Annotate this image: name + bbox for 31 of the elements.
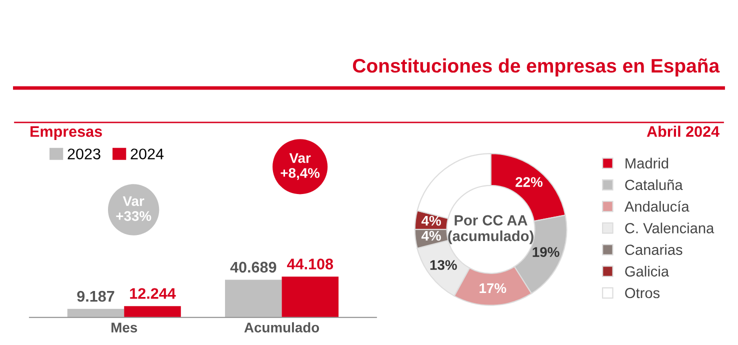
legend-label: 2024 bbox=[130, 148, 164, 160]
legend-label: Canarias bbox=[625, 244, 682, 255]
data-label: 22% bbox=[516, 177, 543, 187]
data-label: 44.108 bbox=[287, 258, 334, 270]
x-tick-label: Acumulado bbox=[244, 322, 320, 332]
x-tick-label: Mes bbox=[112, 322, 138, 332]
legend-label: Madrid bbox=[626, 158, 668, 168]
bar bbox=[67, 308, 124, 318]
text: Var +33% bbox=[116, 196, 152, 221]
text: Por CC AA (acumulado) bbox=[448, 215, 534, 244]
data-label: 9.187 bbox=[77, 290, 114, 302]
bar bbox=[282, 276, 339, 318]
data-label: 17% bbox=[480, 283, 506, 294]
bar bbox=[124, 306, 181, 318]
legend-label: Otros bbox=[625, 288, 660, 298]
data-label: 19% bbox=[532, 247, 560, 257]
chart-subtitle: Empresas bbox=[30, 126, 102, 140]
legend-label: C. Valenciana bbox=[625, 222, 714, 234]
data-label: 4% bbox=[421, 230, 441, 241]
legend-label: Cataluña bbox=[625, 179, 683, 190]
chart-subtitle: Abril 2024 bbox=[646, 126, 720, 137]
data-label: 13% bbox=[430, 260, 457, 270]
legend-label: Galicia bbox=[625, 266, 670, 277]
legend-label: Andalucía bbox=[624, 200, 690, 212]
data-label: 4% bbox=[421, 216, 441, 226]
legend-label: 2023 bbox=[68, 148, 100, 160]
data-label: 12.244 bbox=[130, 288, 176, 299]
data-label: 40.689 bbox=[230, 262, 276, 273]
chart-title: Constituciones de empresas en España bbox=[352, 58, 720, 76]
bar bbox=[225, 280, 282, 318]
text: Var +8,4% bbox=[280, 153, 320, 180]
